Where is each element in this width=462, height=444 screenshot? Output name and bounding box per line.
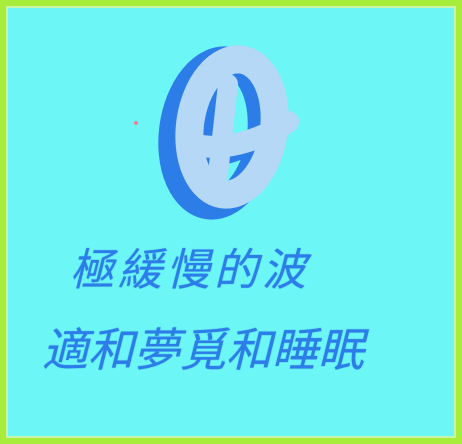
poem-line-2: 適和夢覓和睡眠 xyxy=(42,323,364,377)
glyph-front xyxy=(175,45,299,209)
looped-theta-glyph-icon xyxy=(158,45,299,220)
poem-line-1: 極緩慢的波 xyxy=(70,245,310,296)
spark-dot xyxy=(134,121,138,125)
